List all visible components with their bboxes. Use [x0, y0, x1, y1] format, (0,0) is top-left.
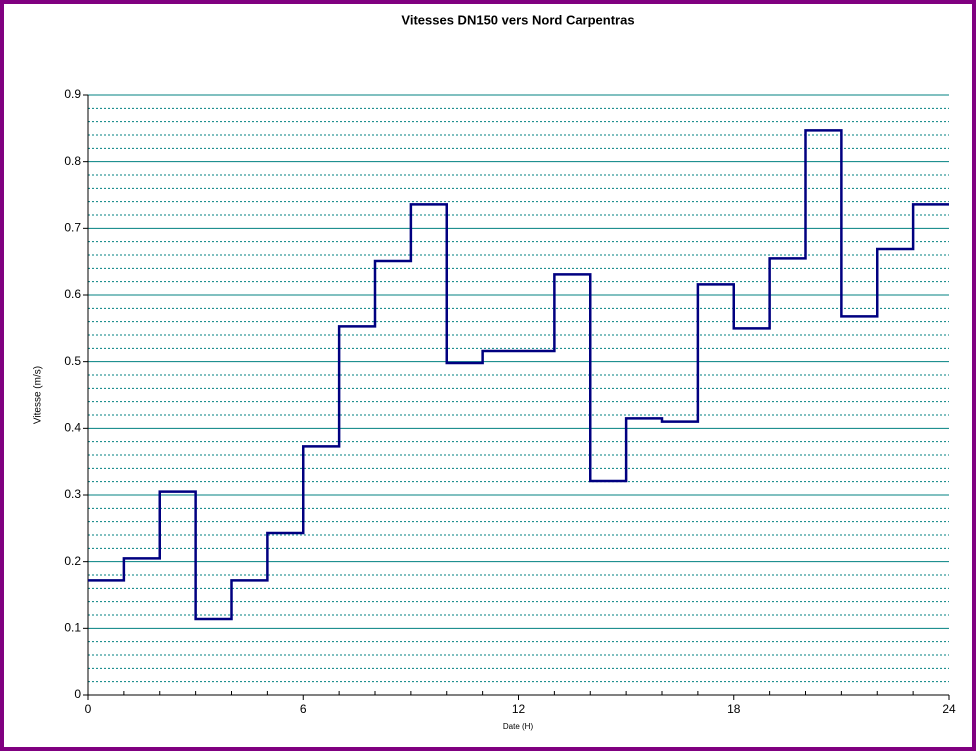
y-tick-label: 0.6: [64, 287, 81, 301]
x-tick-label: 6: [300, 702, 307, 716]
x-tick-label: 0: [85, 702, 92, 716]
x-axis-label: Date (H): [503, 722, 534, 731]
y-axis-label: Vitesse (m/s): [33, 366, 44, 424]
y-tick-label: 0.1: [64, 621, 81, 635]
x-tick-label: 12: [512, 702, 526, 716]
line-series: [88, 129, 949, 621]
y-tick-label: 0.3: [64, 487, 81, 501]
y-tick-label: 0.7: [64, 221, 81, 235]
chart-title: Vitesses DN150 vers Nord Carpentras: [401, 12, 634, 27]
y-tick-label: 0.2: [64, 554, 81, 568]
y-tick-label: 0.8: [64, 154, 81, 168]
x-tick-label: 24: [942, 702, 956, 716]
y-tick-label: 0.5: [64, 354, 81, 368]
x-tick-label: 18: [727, 702, 741, 716]
y-tick-label: 0.9: [64, 87, 81, 101]
y-tick-label: 0.4: [64, 421, 81, 435]
y-tick-label: 0: [74, 687, 81, 701]
